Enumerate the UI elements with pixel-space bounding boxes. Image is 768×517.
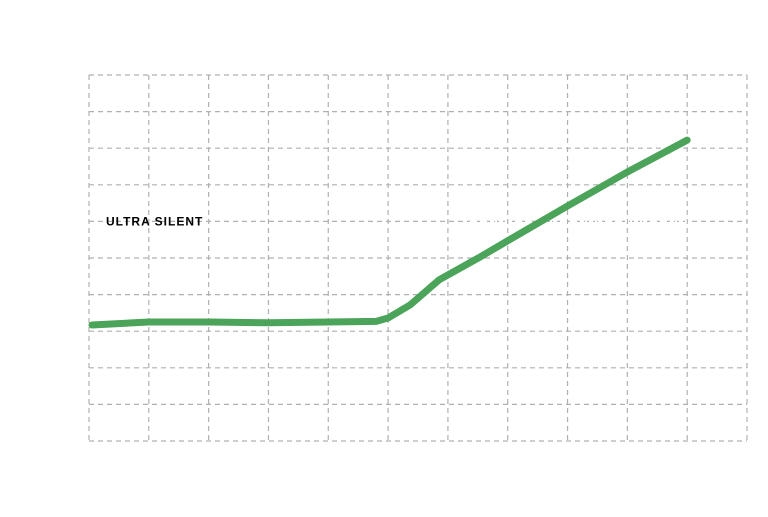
data-line [88, 136, 691, 329]
annotation: ULTRA SILENT [106, 215, 203, 229]
